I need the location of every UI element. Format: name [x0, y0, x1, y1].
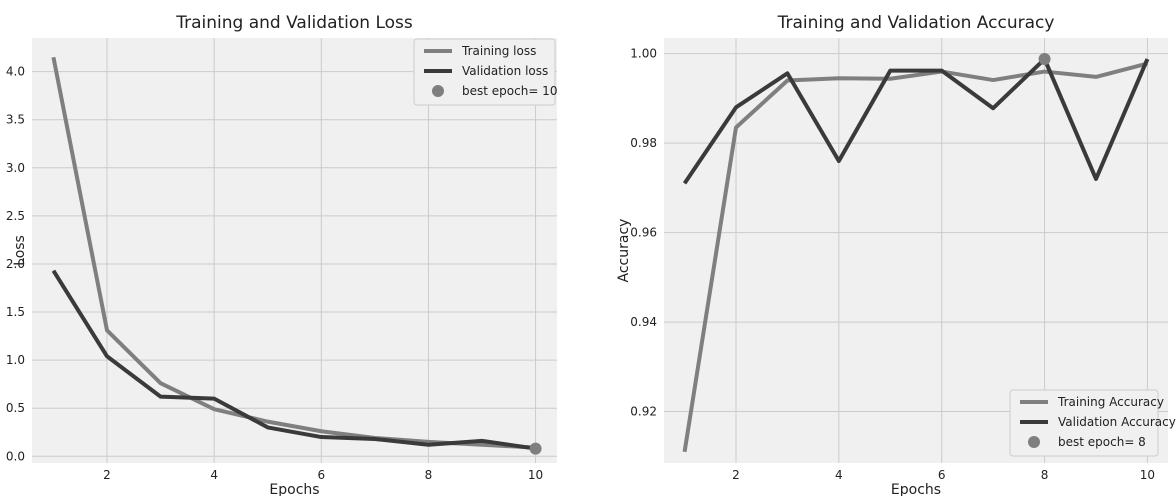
y-axis-label: Loss	[12, 235, 28, 266]
legend-marker	[1028, 436, 1040, 448]
y-tick-label: 0.5	[6, 401, 25, 415]
y-tick-label: 1.5	[6, 305, 25, 319]
y-tick-label: 0.98	[630, 136, 657, 150]
x-tick-label: 6	[317, 468, 325, 482]
legend-label: Validation Accuracy	[1058, 415, 1176, 429]
y-tick-label: 0.94	[630, 315, 657, 329]
legend-label: best epoch= 10	[462, 84, 557, 98]
chart-panel-2: 2 4 6 8 10 0.92 0.94 0.96 0.98 1.00 Training and V…	[616, 13, 1176, 496]
legend: Training Accuracy Validation Accuracy best…	[1009, 389, 1176, 457]
legend: Training loss Validation loss best epoch= …	[413, 38, 557, 106]
x-tick-label: 2	[103, 468, 111, 482]
plot-area	[32, 38, 557, 463]
legend-label: Validation loss	[462, 64, 548, 78]
best-epoch-marker	[1038, 53, 1051, 66]
legend-label: Training Accuracy	[1057, 395, 1164, 409]
legend-box	[413, 38, 556, 106]
series-line-2	[682, 57, 1150, 185]
y-tick-label: 2.0	[6, 257, 25, 271]
x-tick-label: 2	[732, 468, 740, 482]
y-axis-label: Accuracy	[616, 219, 632, 283]
series-line-2	[51, 269, 536, 451]
x-tick-label: 4	[210, 468, 218, 482]
y-tick-label: 1.0	[6, 353, 25, 367]
gridlines	[32, 38, 557, 463]
x-tick-label: 10	[1140, 468, 1155, 482]
x-axis-label: Epochs	[269, 482, 319, 496]
x-axis-label: Epochs	[891, 482, 941, 496]
chart-panel-1: 2 4 6 8 10 0.0 0.5 1.0 1.5 2.0 2.5 3.0 3.5 4.0 Trainin…	[6, 13, 558, 496]
x-tick-label: 10	[528, 468, 543, 482]
y-tick-label: 3.0	[6, 161, 25, 175]
legend-box	[1009, 389, 1159, 457]
chart-title: Training and Validation Loss	[175, 13, 413, 33]
y-tick-label: 4.0	[6, 65, 25, 79]
y-tick-label: 0.92	[630, 405, 657, 419]
chart-title: Training and Validation Accuracy	[777, 13, 1055, 33]
x-tick-label: 6	[938, 468, 946, 482]
series-line-1	[682, 61, 1148, 453]
legend-label: best epoch= 8	[1058, 435, 1146, 449]
y-tick-label: 3.5	[6, 113, 25, 127]
x-tick-label: 4	[835, 468, 843, 482]
x-tick-label: 8	[1041, 468, 1049, 482]
x-tick-label: 8	[425, 468, 433, 482]
legend-marker	[432, 85, 444, 97]
y-tick-label: 1.00	[630, 47, 657, 61]
y-tick-label: 0.0	[6, 449, 25, 463]
legend-label: Training loss	[461, 44, 536, 58]
y-tick-label: 0.96	[630, 226, 657, 240]
y-tick-label: 2.5	[6, 209, 25, 223]
best-epoch-marker	[529, 442, 542, 455]
